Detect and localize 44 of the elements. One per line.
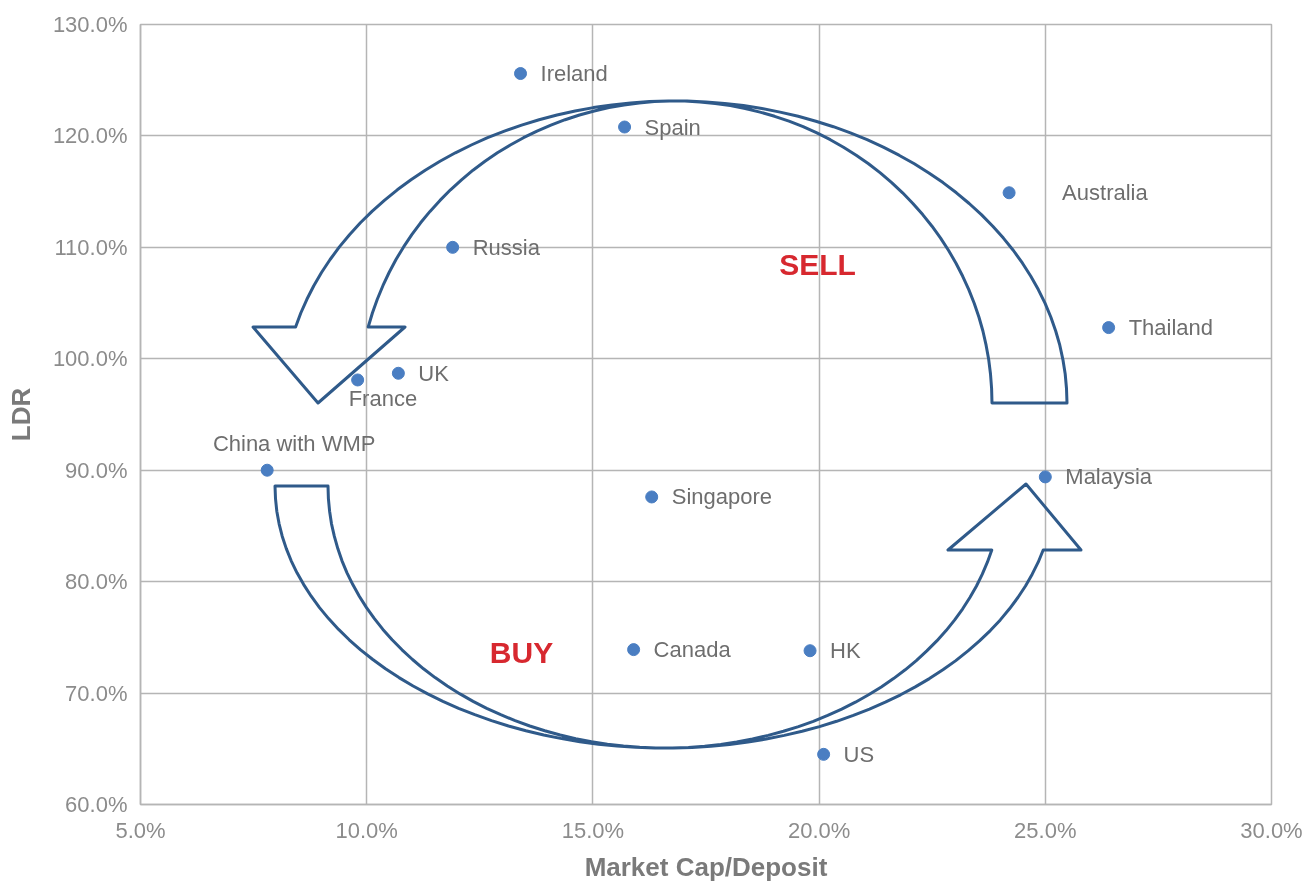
point — [391, 366, 405, 380]
series-label: Spain — [644, 114, 701, 140]
annotation: BUY — [489, 636, 554, 669]
y-tick-label: 120.0% — [52, 123, 128, 149]
series-label: Ireland — [540, 61, 608, 87]
series-label: US — [843, 741, 875, 767]
point — [627, 643, 641, 657]
point — [446, 240, 460, 254]
point — [1102, 321, 1116, 335]
x-axis-title: Market Cap/Deposit — [584, 851, 828, 882]
series-label: HK — [830, 638, 861, 664]
y-tick-label: 130.0% — [52, 12, 128, 37]
x-tick-label: 10.0% — [335, 817, 398, 843]
annotation: SELL — [779, 248, 856, 281]
y-tick-label: 80.0% — [65, 569, 128, 595]
y-tick-label: 110.0% — [54, 234, 128, 260]
x-tick-label: 25.0% — [1014, 817, 1077, 843]
point — [514, 67, 528, 81]
x-tick-label: 30.0% — [1240, 817, 1303, 843]
point — [817, 747, 831, 761]
series-label: Russia — [472, 234, 541, 260]
y-axis-title: LDR — [5, 387, 36, 442]
text: Australia — [1062, 180, 1149, 206]
point — [803, 644, 817, 658]
x-tick-label: 20.0% — [787, 817, 851, 843]
x-tick-label: 5.0% — [115, 817, 166, 843]
point — [1002, 186, 1016, 200]
point — [260, 463, 274, 477]
series-label: UK — [418, 360, 450, 386]
y-tick-label: 60.0% — [65, 792, 128, 817]
series-label: Malaysia — [1065, 464, 1153, 490]
y-tick-label: 90.0% — [65, 457, 128, 483]
series-label: Singapore — [671, 484, 773, 510]
series-label: Thailand — [1128, 315, 1214, 341]
point — [1038, 470, 1052, 484]
point — [618, 120, 632, 134]
series-label: Canada — [653, 637, 732, 663]
x-tick-label: 15.0% — [561, 817, 625, 843]
y-tick-label: 100.0% — [52, 346, 128, 372]
point — [351, 373, 365, 387]
y-tick-label: 70.0% — [65, 680, 128, 706]
series-label: China with WMP — [212, 430, 376, 456]
series-label: France — [348, 386, 418, 412]
point — [645, 490, 659, 504]
